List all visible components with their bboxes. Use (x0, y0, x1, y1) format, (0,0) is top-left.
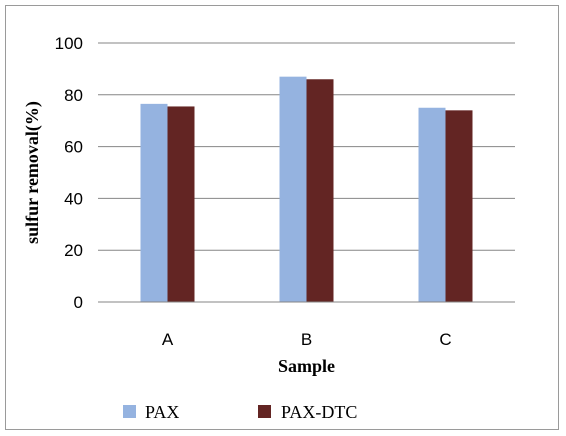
y-tick-label: 20 (64, 241, 83, 260)
y-tick-label: 60 (64, 138, 83, 157)
legend-label-pax-dtc: PAX-DTC (281, 402, 357, 422)
y-tick-label: 40 (64, 189, 83, 208)
y-axis-title: sulfur removal(%) (22, 101, 43, 244)
x-tick-label: B (301, 330, 312, 349)
bar-pax-b (279, 76, 307, 302)
x-axis-title: Sample (278, 356, 335, 376)
legend-swatch-pax (123, 405, 136, 418)
y-tick-label: 100 (55, 34, 83, 53)
bar-pax-c (418, 107, 446, 302)
legend-label-pax: PAX (145, 402, 179, 422)
legend-swatch-pax-dtc (258, 405, 271, 418)
bars (140, 76, 473, 303)
x-tick-labels: A B C (162, 330, 452, 349)
x-tick-label: C (439, 330, 451, 349)
legend: PAX PAX-DTC (123, 402, 357, 422)
y-tick-label: 80 (64, 86, 83, 105)
y-tick-labels: 0 20 40 60 80 100 (55, 34, 83, 312)
y-tick-label: 0 (74, 293, 83, 312)
bar-pax-a (140, 103, 168, 303)
bar-pax-dtc-c (445, 110, 473, 302)
bar-pax-dtc-a (167, 106, 195, 302)
x-tick-label: A (162, 330, 174, 349)
bar-pax-dtc-b (306, 79, 334, 302)
